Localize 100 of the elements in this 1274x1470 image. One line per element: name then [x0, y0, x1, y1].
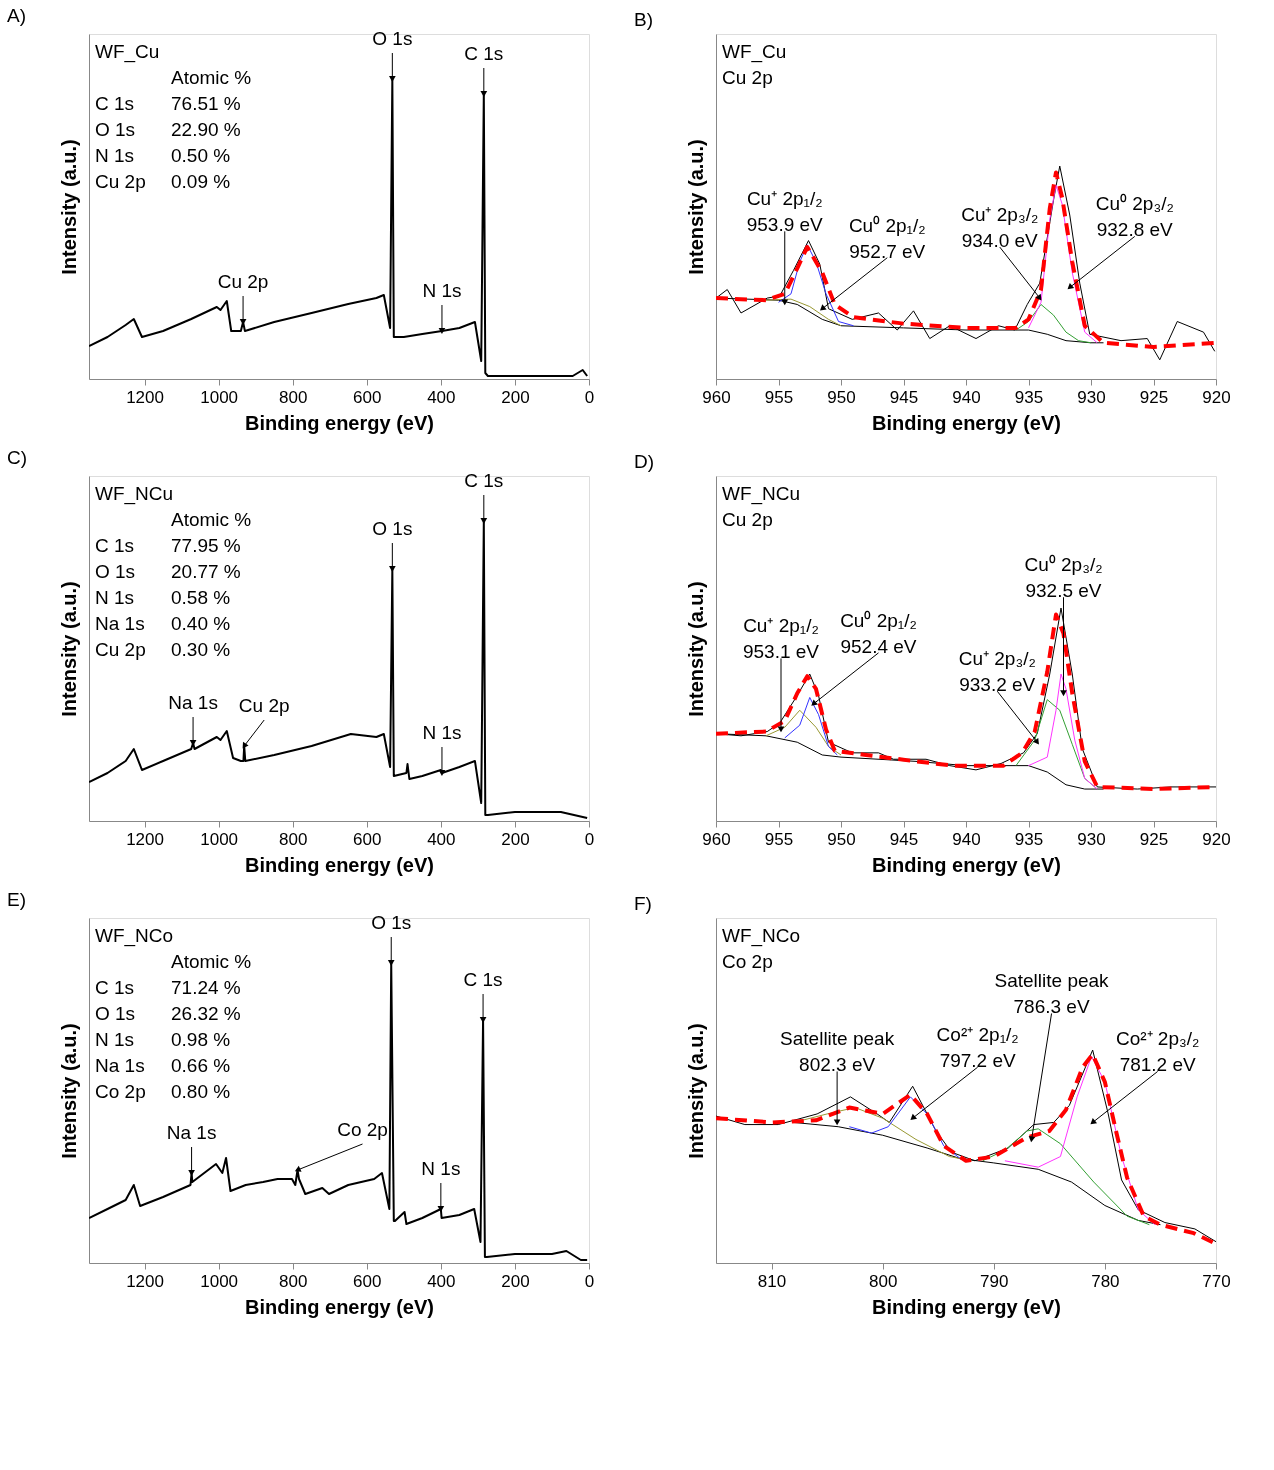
- annotation: N 1s: [422, 722, 462, 743]
- x-axis-title: Binding energy (eV): [872, 411, 1061, 434]
- text: O 1s 26.32 %: [95, 1003, 241, 1024]
- x-tick-label: 0: [584, 387, 595, 407]
- y-axis-title: Intensity (a.u.): [57, 581, 80, 717]
- annotation: Co 2p: [337, 1119, 388, 1140]
- annotation: Cu⁰ 2p₁/₂ 952.7 eV: [848, 214, 926, 262]
- text: Co 2p: [722, 951, 773, 972]
- x-tick-label: 400: [427, 1271, 456, 1291]
- annotation: Atomic %: [171, 67, 252, 88]
- text: Cu 2p: [722, 67, 773, 88]
- text: Co 2p 0.80 %: [95, 1081, 231, 1102]
- annotation: O 1s: [372, 518, 413, 539]
- annotation: Atomic %: [171, 951, 252, 972]
- annotation: Co²⁺ 2p₁/₂ 797.2 eV: [936, 1024, 1019, 1072]
- chart-title: E): [7, 889, 26, 910]
- annotation: Satellite peak 802.3 eV: [780, 1028, 895, 1076]
- x-tick-label: 920: [1202, 387, 1231, 407]
- chart-title: C): [7, 447, 28, 468]
- x-tick-label: 600: [353, 387, 382, 407]
- x-axis-title: Binding energy (eV): [872, 853, 1061, 876]
- x-tick-label: 1000: [200, 387, 239, 407]
- y-axis-title: Intensity (a.u.): [684, 1023, 707, 1159]
- x-tick-label: 600: [353, 1271, 382, 1291]
- annotation: Cu⁺ 2p₃/₂ 934.0 eV: [961, 204, 1039, 252]
- annotation: C 1s: [464, 470, 504, 491]
- x-tick-label: 600: [353, 829, 382, 849]
- x-tick-label: 780: [1091, 1271, 1120, 1291]
- x-axis-title: Binding energy (eV): [872, 1295, 1061, 1318]
- annotation: N 1s: [421, 1158, 461, 1179]
- x-tick-label: 955: [764, 829, 794, 849]
- x-axis-title: Binding energy (eV): [245, 411, 434, 434]
- x-tick-label: 960: [702, 829, 731, 849]
- annotation: Cu⁰ 2p₃/₂ 932.8 eV: [1095, 193, 1174, 241]
- chart-title: D): [634, 451, 655, 472]
- text: Na 1s 0.40 %: [95, 613, 231, 634]
- annotation: Cu 2p: [217, 271, 269, 292]
- annotation: N 1s: [422, 280, 462, 301]
- annotation: C 1s: [463, 969, 503, 990]
- annotation: C 1s: [464, 43, 504, 64]
- y-axis-title: Intensity (a.u.): [684, 581, 707, 717]
- text: N 1s 0.98 %: [95, 1029, 231, 1050]
- x-tick-label: 800: [279, 1271, 308, 1291]
- text: WF_NCu: [722, 483, 801, 505]
- text: WF_Cu: [722, 41, 787, 63]
- annotation: Atomic %: [171, 509, 252, 530]
- x-tick-label: 950: [827, 829, 856, 849]
- text: C 1s 77.95 %: [95, 535, 241, 556]
- x-tick-label: 945: [889, 387, 919, 407]
- y-axis-title: Intensity (a.u.): [57, 1023, 80, 1159]
- text: C 1s 76.51 %: [95, 93, 241, 114]
- text: Cu 2p 0.09 %: [95, 171, 231, 192]
- x-tick-label: 810: [757, 1271, 787, 1291]
- x-tick-label: 935: [1014, 829, 1044, 849]
- x-tick-label: 200: [501, 829, 530, 849]
- x-tick-label: 770: [1202, 1271, 1231, 1291]
- x-tick-label: 400: [427, 829, 456, 849]
- x-tick-label: 960: [702, 387, 731, 407]
- x-tick-label: 1000: [200, 829, 239, 849]
- text: WF_Cu: [95, 41, 160, 63]
- x-tick-label: 925: [1139, 387, 1169, 407]
- chart-title: F): [634, 893, 652, 914]
- text: Cu 2p: [722, 509, 773, 530]
- x-tick-label: 1200: [126, 1271, 164, 1291]
- annotation: Cu⁰ 2p₃/₂ 932.5 eV: [1024, 554, 1103, 602]
- text: WF_NCu: [95, 483, 174, 505]
- x-tick-label: 955: [764, 387, 794, 407]
- text: N 1s 0.58 %: [95, 587, 231, 608]
- text: N 1s 0.50 %: [95, 145, 231, 166]
- x-tick-label: 1200: [126, 829, 164, 849]
- x-axis-title: Binding energy (eV): [245, 1295, 434, 1318]
- chart-title: A): [7, 5, 26, 26]
- x-tick-label: 940: [952, 387, 981, 407]
- annotation: O 1s: [372, 28, 413, 49]
- x-tick-label: 930: [1077, 387, 1106, 407]
- annotation: Cu⁰ 2p₁/₂ 952.4 eV: [840, 609, 917, 657]
- x-tick-label: 950: [827, 387, 856, 407]
- x-tick-label: 800: [279, 387, 308, 407]
- x-axis-title: Binding energy (eV): [245, 853, 434, 876]
- x-tick-label: 1000: [200, 1271, 239, 1291]
- x-tick-label: 800: [868, 1271, 898, 1291]
- x-tick-label: 200: [501, 1271, 530, 1291]
- text: Cu 2p 0.30 %: [95, 639, 231, 660]
- text: WF_NCo: [95, 925, 174, 947]
- x-tick-label: 1200: [126, 387, 164, 407]
- x-tick-label: 940: [952, 829, 981, 849]
- annotation: Na 1s: [168, 692, 218, 713]
- x-tick-label: 920: [1202, 829, 1231, 849]
- y-axis-title: Intensity (a.u.): [57, 139, 80, 275]
- annotation: Cu 2p: [238, 695, 290, 716]
- x-tick-label: 790: [980, 1271, 1009, 1291]
- x-tick-label: 925: [1139, 829, 1169, 849]
- chart-title: B): [634, 9, 653, 30]
- annotation: O 1s: [371, 912, 412, 933]
- x-tick-label: 930: [1077, 829, 1106, 849]
- text: Na 1s 0.66 %: [95, 1055, 231, 1076]
- x-tick-label: 800: [279, 829, 308, 849]
- annotation: Cu⁺ 2p₁/₂ 953.9 eV: [746, 188, 824, 236]
- x-tick-label: 935: [1014, 387, 1044, 407]
- text: O 1s 22.90 %: [95, 119, 241, 140]
